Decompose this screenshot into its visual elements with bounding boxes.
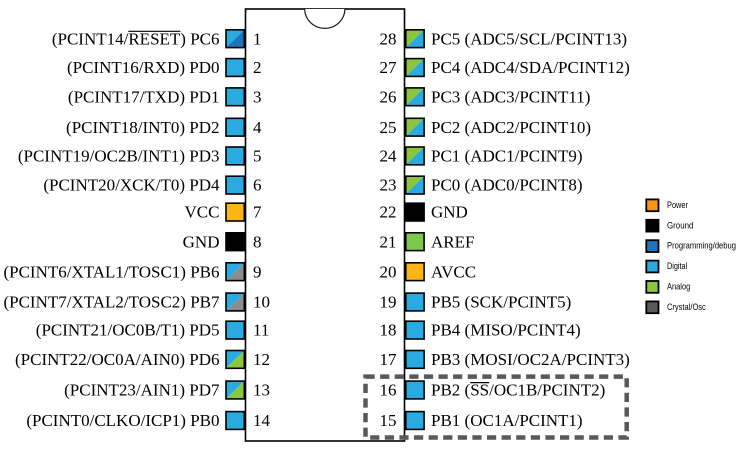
svg-text:(PCINT20/XCK/T0) PD4: (PCINT20/XCK/T0) PD4 — [43, 176, 220, 195]
svg-text:(PCINT0/CLKO/ICP1) PB0: (PCINT0/CLKO/ICP1) PB0 — [26, 411, 219, 430]
svg-text:3: 3 — [253, 87, 262, 106]
svg-text:(PCINT19/OC2B/INT1) PD3: (PCINT19/OC2B/INT1) PD3 — [18, 147, 220, 166]
svg-text:5: 5 — [253, 147, 262, 166]
svg-text:25: 25 — [380, 118, 397, 137]
svg-text:PB4 (MISO/PCINT4): PB4 (MISO/PCINT4) — [431, 321, 581, 340]
svg-text:(PCINT14/RESET) PC6: (PCINT14/RESET) PC6 — [52, 29, 220, 48]
svg-text:6: 6 — [253, 176, 262, 195]
svg-text:28: 28 — [380, 29, 397, 48]
svg-text:PC5 (ADC5/SCL/PCINT13): PC5 (ADC5/SCL/PCINT13) — [431, 29, 627, 48]
svg-text:(PCINT6/XTAL1/TOSC1) PB6: (PCINT6/XTAL1/TOSC1) PB6 — [3, 262, 219, 281]
svg-text:AVCC: AVCC — [431, 262, 476, 281]
svg-text:11: 11 — [253, 321, 269, 340]
svg-text:(PCINT23/AIN1) PD7: (PCINT23/AIN1) PD7 — [64, 381, 220, 400]
svg-text:20: 20 — [380, 262, 397, 281]
svg-text:4: 4 — [253, 118, 262, 137]
svg-text:26: 26 — [380, 87, 397, 106]
svg-text:(PCINT7/XTAL2/TOSC2) PB7: (PCINT7/XTAL2/TOSC2) PB7 — [3, 293, 220, 312]
svg-text:GND: GND — [431, 203, 468, 222]
svg-text:16: 16 — [380, 381, 397, 400]
svg-text:PB2 (SS/OC1B/PCINT2): PB2 (SS/OC1B/PCINT2) — [431, 381, 605, 400]
svg-text:GND: GND — [183, 232, 220, 251]
svg-text:15: 15 — [380, 411, 397, 430]
svg-text:VCC: VCC — [185, 203, 220, 222]
svg-text:1: 1 — [253, 29, 262, 48]
svg-text:18: 18 — [380, 321, 397, 340]
svg-text:23: 23 — [380, 176, 397, 195]
svg-text:Programming/debug: Programming/debug — [667, 241, 736, 252]
svg-text:Ground: Ground — [667, 220, 693, 231]
svg-text:9: 9 — [253, 262, 262, 281]
svg-text:17: 17 — [380, 350, 398, 369]
svg-text:21: 21 — [380, 232, 397, 251]
svg-text:(PCINT21/OC0B/T1) PD5: (PCINT21/OC0B/T1) PD5 — [36, 321, 220, 340]
svg-text:22: 22 — [380, 203, 397, 222]
svg-text:PC1 (ADC1/PCINT9): PC1 (ADC1/PCINT9) — [431, 147, 583, 166]
svg-text:13: 13 — [253, 381, 270, 400]
svg-text:Crystal/Osc: Crystal/Osc — [667, 302, 706, 313]
svg-text:8: 8 — [253, 232, 262, 251]
svg-text:PB3 (MOSI/OC2A/PCINT3): PB3 (MOSI/OC2A/PCINT3) — [431, 350, 630, 369]
svg-text:Power: Power — [667, 200, 688, 211]
svg-text:Digital: Digital — [667, 261, 687, 272]
svg-text:(PCINT16/RXD) PD0: (PCINT16/RXD) PD0 — [67, 58, 220, 77]
svg-text:27: 27 — [380, 58, 398, 77]
svg-text:(PCINT18/INT0) PD2: (PCINT18/INT0) PD2 — [66, 118, 219, 137]
svg-text:10: 10 — [253, 293, 270, 312]
svg-text:7: 7 — [253, 203, 262, 222]
svg-text:19: 19 — [380, 293, 397, 312]
svg-text:Analog: Analog — [667, 282, 690, 293]
svg-text:12: 12 — [253, 350, 270, 369]
svg-text:PC0 (ADC0/PCINT8): PC0 (ADC0/PCINT8) — [431, 176, 583, 195]
svg-text:24: 24 — [380, 147, 398, 166]
svg-text:PC2 (ADC2/PCINT10): PC2 (ADC2/PCINT10) — [431, 118, 591, 137]
svg-text:PB5 (SCK/PCINT5): PB5 (SCK/PCINT5) — [431, 293, 571, 312]
svg-text:14: 14 — [253, 411, 271, 430]
svg-text:(PCINT17/TXD) PD1: (PCINT17/TXD) PD1 — [68, 87, 220, 106]
svg-text:PC3 (ADC3/PCINT11): PC3 (ADC3/PCINT11) — [431, 87, 590, 106]
svg-text:PB1 (OC1A/PCINT1): PB1 (OC1A/PCINT1) — [431, 411, 583, 430]
svg-text:PC4 (ADC4/SDA/PCINT12): PC4 (ADC4/SDA/PCINT12) — [431, 58, 630, 77]
svg-text:2: 2 — [253, 58, 262, 77]
svg-text:AREF: AREF — [431, 232, 474, 251]
svg-text:(PCINT22/OC0A/AIN0) PD6: (PCINT22/OC0A/AIN0) PD6 — [15, 350, 219, 369]
